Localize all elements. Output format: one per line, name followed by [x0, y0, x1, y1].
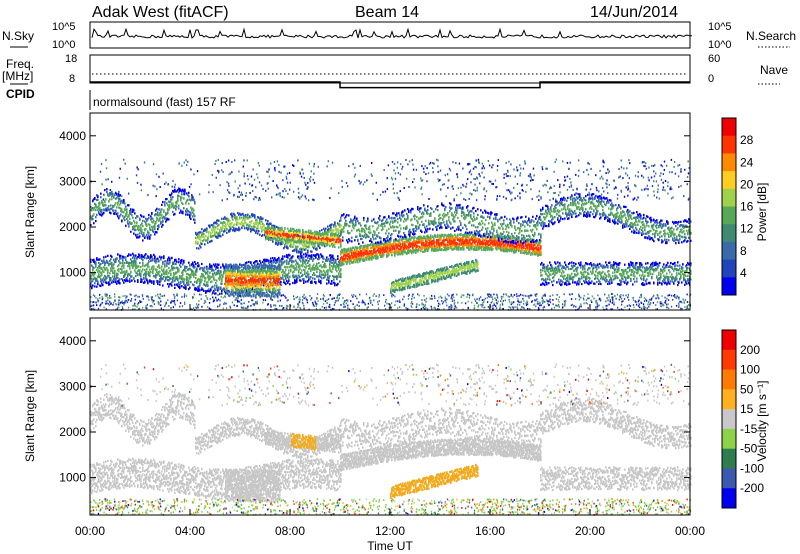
velocity-ylabel: Slant Range [km]	[23, 370, 37, 462]
colorbar-swatch	[722, 349, 736, 371]
colorbar-tick-label: -200	[740, 481, 764, 495]
y-tick-label: 2000	[59, 220, 86, 234]
colorbar-swatch	[722, 153, 736, 172]
nave-label: Nave	[760, 63, 788, 77]
colorbar-tick-label: 12	[740, 222, 754, 236]
colorbar-swatch	[722, 428, 736, 450]
y-tick-label: 1000	[59, 471, 86, 485]
noise-trace-line	[91, 27, 692, 39]
x-tick-label: 16:00	[475, 524, 505, 538]
colorbar-swatch	[722, 389, 736, 410]
freq-step-line	[90, 81, 690, 89]
power-colorbar: 28 24 20 16 12 8 4	[721, 117, 754, 296]
colorbar-tick-label: 16	[740, 200, 754, 214]
date-title: 14/Jun/2014	[590, 4, 678, 21]
colorbar-tick-label: -15	[740, 422, 758, 436]
y-tick-label: 4000	[59, 334, 86, 348]
x-tick-label: 00:00	[675, 524, 705, 538]
y-tick-label: 3000	[59, 379, 86, 393]
colorbar-tick-label: 20	[740, 177, 754, 191]
x-tick-label: 12:00	[375, 524, 405, 538]
colorbar-swatch	[722, 409, 736, 430]
noise-left-tick-top: 10^5	[52, 21, 76, 33]
velocity-colorbar: 200 100 50 15 -15 -50 -100 -200	[721, 329, 764, 509]
x-tick-label: 04:00	[175, 524, 205, 538]
colorbar-swatch	[722, 135, 736, 154]
colorbar-frame	[721, 117, 737, 296]
freq-label-1: Freq.	[6, 57, 34, 71]
cpid-text: normalsound (fast) 157 RF	[93, 95, 236, 109]
noise-left-label: N.Sky	[2, 29, 34, 43]
colorbar-frame	[721, 329, 737, 509]
noise-right-label: N.Search	[746, 29, 796, 43]
freq-tick-bottom: 8	[69, 73, 75, 85]
colorbar-tick-label: 15	[740, 402, 754, 416]
velocity-scatter	[90, 363, 692, 516]
freq-tick-top: 18	[65, 53, 77, 65]
x-ticks: 00:00 04:00 08:00 12:00 16:00 20:00 00:00	[75, 304, 705, 538]
colorbar-swatch	[722, 241, 736, 261]
colorbar-swatch	[722, 468, 736, 489]
noise-panel-frame	[89, 21, 691, 49]
power-scatter	[90, 158, 692, 311]
power-colorbar-label: Power [dB]	[755, 183, 769, 242]
colorbar-tick-label: 28	[740, 133, 754, 147]
radar-title: Adak West (fitACF)	[92, 4, 229, 21]
colorbar-swatch	[722, 118, 736, 137]
velocity-y-ticks: 4000 3000 2000 1000	[59, 334, 690, 485]
colorbar-swatch	[722, 171, 736, 190]
colorbar-tick-label: 8	[740, 244, 747, 258]
colorbar-swatch	[722, 259, 736, 278]
colorbar-swatch	[722, 206, 736, 225]
x-tick-label: 20:00	[575, 524, 605, 538]
nave-tick-bottom: 0	[708, 73, 714, 85]
colorbar-swatch	[722, 224, 736, 243]
colorbar-tick-label: 4	[740, 266, 747, 280]
colorbar-swatch	[722, 277, 736, 296]
y-tick-label: 4000	[59, 129, 86, 143]
noise-right-tick-top: 10^5	[708, 21, 732, 33]
power-y-ticks: 4000 3000 2000 1000	[59, 129, 690, 280]
nave-tick-top: 60	[708, 53, 720, 65]
colorbar-tick-label: -50	[740, 442, 758, 456]
cpid-label: CPID	[6, 87, 35, 101]
colorbar-tick-label: 100	[740, 363, 760, 377]
y-tick-label: 2000	[59, 425, 86, 439]
x-tick-label: 00:00	[75, 524, 105, 538]
power-ylabel: Slant Range [km]	[23, 166, 37, 258]
colorbar-swatch	[722, 488, 736, 509]
colorbar-swatch	[722, 188, 736, 207]
y-tick-label: 3000	[59, 174, 86, 188]
colorbar-tick-label: 200	[740, 343, 760, 357]
noise-trace	[91, 27, 692, 39]
colorbar-swatch	[722, 369, 736, 390]
noise-right-tick-bottom: 10^0	[708, 39, 732, 51]
colorbar-tick-label: 24	[740, 155, 754, 169]
beam-title: Beam 14	[355, 4, 419, 21]
colorbar-swatch	[722, 330, 736, 351]
velocity-colorbar-label: Velocity [m s⁻¹]	[755, 380, 769, 461]
colorbar-swatch	[722, 448, 736, 469]
colorbar-tick-label: -100	[740, 461, 764, 475]
noise-left-tick-bottom: 10^0	[52, 39, 76, 51]
y-tick-label: 1000	[59, 266, 86, 280]
x-tick-label: 08:00	[275, 524, 305, 538]
freq-label-2: [MHz]	[2, 69, 33, 83]
colorbar-tick-label: 50	[740, 382, 754, 396]
freq-panel-frame	[89, 54, 691, 84]
xaxis-label: Time UT	[367, 539, 413, 553]
